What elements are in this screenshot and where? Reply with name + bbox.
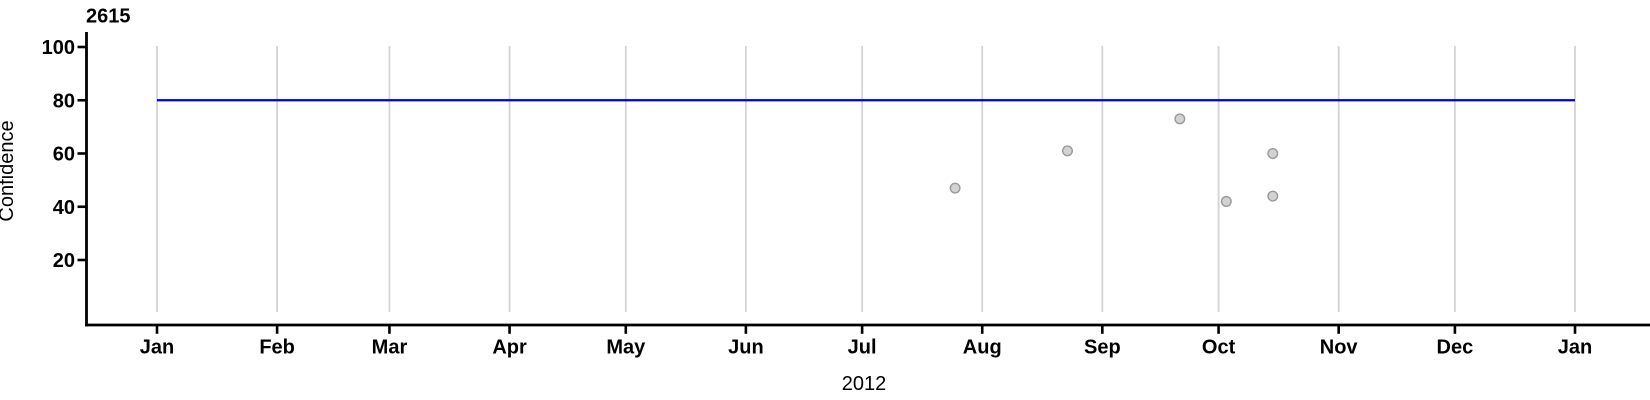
x-axis-title: 2012 [842, 373, 887, 395]
axes-group [85, 32, 1650, 327]
x-tick-label: Jun [728, 337, 764, 359]
y-tick-label: 40 [53, 197, 75, 219]
chart-title: 2615 [86, 6, 131, 28]
y-tick-label: 100 [42, 37, 75, 59]
gridline-group [156, 46, 1576, 312]
x-tick-label: Apr [492, 337, 527, 359]
x-tick-label: Dec [1437, 337, 1474, 359]
x-tick-label: Jan [140, 337, 174, 359]
data-point [1220, 195, 1232, 207]
x-tick-label: Sep [1084, 337, 1121, 359]
data-point [1174, 113, 1186, 125]
y-tick-label: 80 [53, 90, 75, 112]
x-tick-label: Feb [259, 337, 295, 359]
data-point-group [949, 113, 1279, 207]
tick-label-group: 20 40 60 80 100 Jan Feb Mar Apr May Jun Jul Aug Sep Oc… [42, 37, 1593, 359]
data-point [1267, 147, 1279, 159]
tick-group [77, 45, 1577, 334]
y-axis-title: Confidence [0, 120, 18, 221]
data-point [1267, 190, 1279, 202]
x-tick-label: Oct [1202, 337, 1236, 359]
x-tick-label: Jul [848, 337, 877, 359]
x-tick-label: Nov [1320, 337, 1359, 359]
x-tick-label: Mar [372, 337, 408, 359]
y-tick-label: 60 [53, 144, 75, 166]
data-point [1061, 145, 1073, 157]
x-tick-label: Jan [1558, 337, 1592, 359]
x-tick-label: May [606, 337, 646, 359]
y-tick-label: 20 [53, 250, 75, 272]
x-tick-label: Aug [963, 337, 1002, 359]
data-point [949, 182, 961, 194]
